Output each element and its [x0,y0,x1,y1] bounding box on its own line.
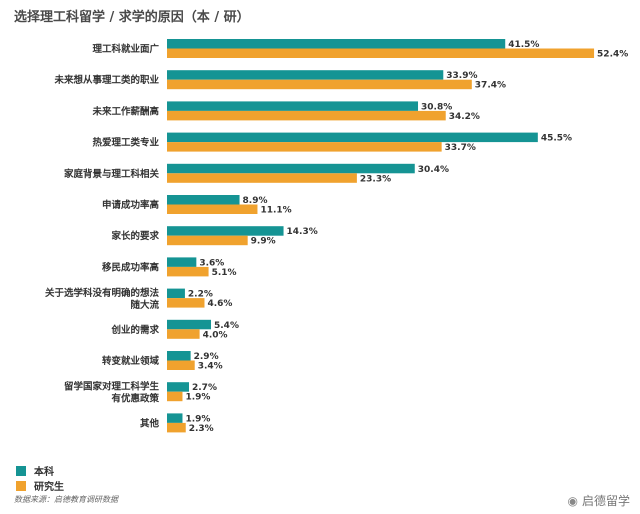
bar-undergrad [167,257,197,267]
value-label-undergrad: 30.8% [421,102,452,112]
value-label-grad: 9.9% [251,237,276,247]
category-label: 其他 [140,417,160,429]
value-label-grad: 37.4% [475,81,506,91]
value-label-undergrad: 2.9% [194,352,219,362]
data-source-note: 数据来源：启德教育调研数据 [14,495,118,504]
bar-grad [167,79,472,90]
bar-grad [167,235,248,246]
legend-label-grad: 研究生 [34,482,64,493]
value-label-undergrad: 30.4% [418,165,449,175]
value-label-grad: 23.3% [360,174,391,184]
legend-item-undergrad: 本科 [16,463,54,478]
bar-grad [167,266,209,277]
category-label: 移民成功率高 [102,261,160,273]
value-label-grad: 52.4% [597,50,628,60]
bar-undergrad [167,163,415,174]
bar-grad [167,391,183,402]
category-label: 热爱理工类专业 [92,137,159,149]
bar-undergrad [167,226,284,236]
bar-undergrad [167,132,538,143]
value-label-undergrad: 1.9% [185,414,210,424]
category-label: 家长的要求 [111,230,159,242]
value-label-undergrad: 3.6% [199,258,224,268]
bar-undergrad [167,195,240,205]
category-label: 家庭背景与理工科相关 [64,168,160,180]
bar-grad [167,298,205,308]
bar-grad [167,204,258,214]
bar-undergrad [167,39,506,49]
category-label: 关于选学科没有明确的想法随大流 [45,287,160,311]
bar-undergrad [167,319,212,330]
bar-undergrad [167,70,444,80]
bar-undergrad [167,288,185,299]
bar-grad [167,110,446,121]
legend-swatch-grad [16,480,26,491]
value-label-grad: 4.6% [207,299,232,309]
category-label: 未来工作薪酬高 [91,105,159,117]
category-label: 申请成功率高 [102,199,160,211]
bar-grad [167,360,195,370]
value-label-undergrad: 41.5% [508,40,539,50]
category-label: 未来想从事理工类的职业 [53,74,159,86]
bar-undergrad [167,413,183,423]
value-label-undergrad: 2.2% [188,290,213,300]
legend-label-undergrad: 本科 [34,467,54,478]
category-label: 创业的需求 [110,324,159,336]
brand-name: 启德留学 [581,494,630,508]
category-label: 转变就业领域 [102,355,160,367]
value-label-grad: 4.0% [203,330,228,340]
value-label-undergrad: 33.9% [446,71,477,81]
chart-title: 选择理工科留学 / 求学的原因（本 / 研） [14,10,250,25]
legend-item-grad: 研究生 [16,478,64,493]
bar-grad [167,48,595,58]
value-label-grad: 3.4% [198,362,223,372]
bar-undergrad [167,382,190,392]
value-label-grad: 1.9% [185,393,210,403]
value-label-grad: 33.7% [445,143,476,153]
bar-grad [167,329,200,339]
value-label-grad: 5.1% [212,268,237,278]
bar-undergrad [167,351,191,361]
value-label-undergrad: 8.9% [243,196,268,206]
legend-swatch-undergrad [16,465,26,476]
value-label-grad: 11.1% [260,206,291,216]
value-label-grad: 34.2% [449,112,480,122]
category-label: 理工科就业面广 [92,43,159,55]
value-label-undergrad: 14.3% [287,227,318,237]
bar-grad [167,173,357,183]
category-label: 留学国家对理工科学生有优惠政策 [64,381,160,405]
value-label-grad: 2.3% [189,424,214,434]
brand-watermark: ◉ 启德留学 [568,492,631,509]
bar-chart: 理工科就业面广 41.5% 52.4% 未来想从事理工类的职业 33.9%37.4% 未来… [45,39,628,434]
bar-undergrad [167,101,419,111]
bar-grad [167,422,186,433]
weibo-icon: ◉ [567,493,578,508]
value-label-undergrad: 2.7% [192,383,217,393]
value-label-undergrad: 5.4% [214,321,239,331]
value-label-undergrad: 45.5% [541,134,572,144]
bar-grad [167,142,442,152]
